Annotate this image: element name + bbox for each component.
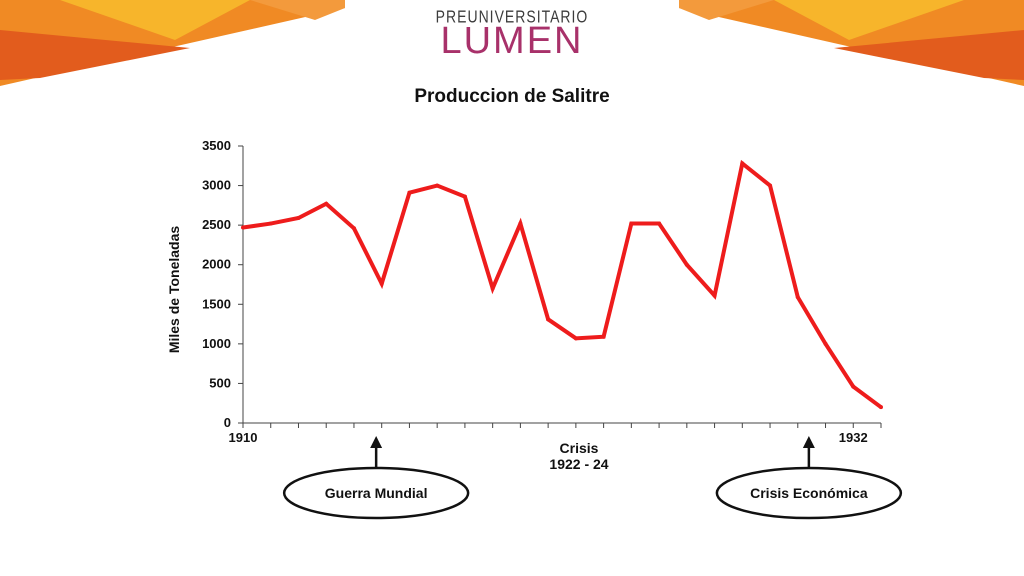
header-banner-left: [0, 0, 345, 86]
data-point: [324, 201, 329, 206]
data-point: [462, 194, 467, 199]
y-tick-label: 2000: [202, 257, 231, 272]
data-point: [296, 216, 301, 221]
economic-callout-ellipse: [715, 466, 903, 520]
y-tick-label: 500: [209, 375, 231, 390]
data-point: [629, 221, 634, 226]
data-point: [407, 190, 412, 195]
economic-arrow-head: [802, 436, 815, 448]
data-point: [490, 286, 495, 291]
x-tick-labels: 1910 1932: [229, 430, 868, 445]
war-arrow-head: [370, 436, 383, 448]
data-point: [601, 334, 606, 339]
data-point: [879, 405, 883, 410]
crisis-label-line2: 1922 - 24: [549, 456, 608, 472]
y-tick-label: 3000: [202, 178, 231, 193]
y-tick-label: 1500: [202, 296, 231, 311]
logo-title: LUMEN: [440, 20, 584, 62]
header-banner-right: [679, 0, 1024, 86]
data-point: [684, 262, 689, 267]
war-callout-ellipse: [282, 466, 470, 520]
data-point: [823, 341, 828, 346]
chart-axes: [238, 145, 882, 428]
economic-callout-label: Crisis Económica: [750, 485, 868, 501]
war-callout-label: Guerra Mundial: [325, 485, 428, 501]
data-point: [351, 226, 356, 231]
y-tick-label: 0: [224, 415, 231, 430]
crisis-label-line1: Crisis: [560, 440, 599, 456]
data-point: [851, 384, 856, 389]
data-point: [795, 295, 800, 300]
data-point: [768, 183, 773, 188]
data-point: [712, 293, 717, 298]
data-point: [740, 161, 745, 166]
y-axis-label: Miles de Toneladas: [166, 226, 182, 354]
x-tick-label: 1910: [229, 430, 258, 445]
x-tick-label: 1932: [839, 430, 868, 445]
chart-title: Produccion de Salitre: [414, 86, 610, 107]
data-point: [518, 221, 523, 226]
data-point: [435, 183, 440, 188]
logo-subtitle: PREUNIVERSITARIO: [435, 6, 589, 26]
data-point: [546, 317, 551, 322]
data-point: [657, 221, 662, 226]
series-group: [241, 159, 883, 410]
y-tick-label: 2500: [202, 217, 231, 232]
y-tick-labels: 0 500 1000 1500 2000 2500 3000 3500: [202, 138, 231, 430]
data-point: [573, 336, 578, 341]
data-point: [379, 281, 384, 286]
series-line: [242, 159, 883, 409]
y-tick-label: 1000: [202, 336, 231, 351]
data-point: [268, 221, 273, 226]
annotations-group: Crisis 1922 - 24 Guerra Mundial Crisis E…: [282, 436, 903, 520]
y-tick-label: 3500: [202, 138, 231, 153]
data-point: [241, 225, 245, 230]
